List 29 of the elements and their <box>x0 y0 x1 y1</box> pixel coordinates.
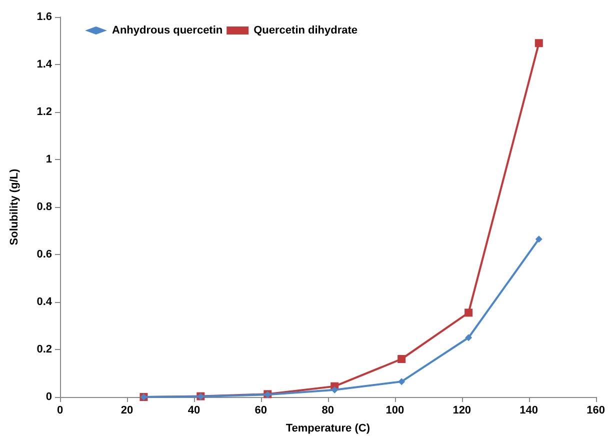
x-tick-label: 140 <box>520 404 538 416</box>
point <box>464 308 473 317</box>
legend-label: Anhydrous quercetin <box>112 24 223 36</box>
point <box>398 378 406 386</box>
legend-label: Quercetin dihydrate <box>254 24 358 36</box>
x-tick-label: 100 <box>386 404 404 416</box>
point <box>398 355 406 363</box>
x-tick-label: 80 <box>322 404 334 416</box>
y-tick-label: 1 <box>46 154 52 166</box>
y-tick-label: 0.2 <box>36 344 52 356</box>
point <box>331 386 338 394</box>
y-tick-label: 0.6 <box>36 248 52 260</box>
x-tick-label: 20 <box>120 404 134 416</box>
x-tick-label: 60 <box>254 404 268 416</box>
x-tick-label: 40 <box>188 404 200 416</box>
point <box>535 236 542 243</box>
point <box>534 39 543 48</box>
y-tick-label: 1.6 <box>36 11 52 23</box>
point <box>465 334 472 342</box>
y-axis-title: Solubility (g/L) <box>8 168 20 246</box>
y-tick-label: 0.4 <box>36 296 53 308</box>
x-tick-label: 160 <box>586 404 606 416</box>
y-tick-label: 0.8 <box>36 201 52 213</box>
x-axis-title: Temperature (C) <box>286 422 370 434</box>
y-tick-label: 1.4 <box>36 58 53 70</box>
y-tick-label: 1.2 <box>36 106 52 118</box>
x-tick-label: 0 <box>56 404 64 416</box>
y-tick-label: 0 <box>46 391 52 403</box>
x-tick-label: 120 <box>452 404 472 416</box>
